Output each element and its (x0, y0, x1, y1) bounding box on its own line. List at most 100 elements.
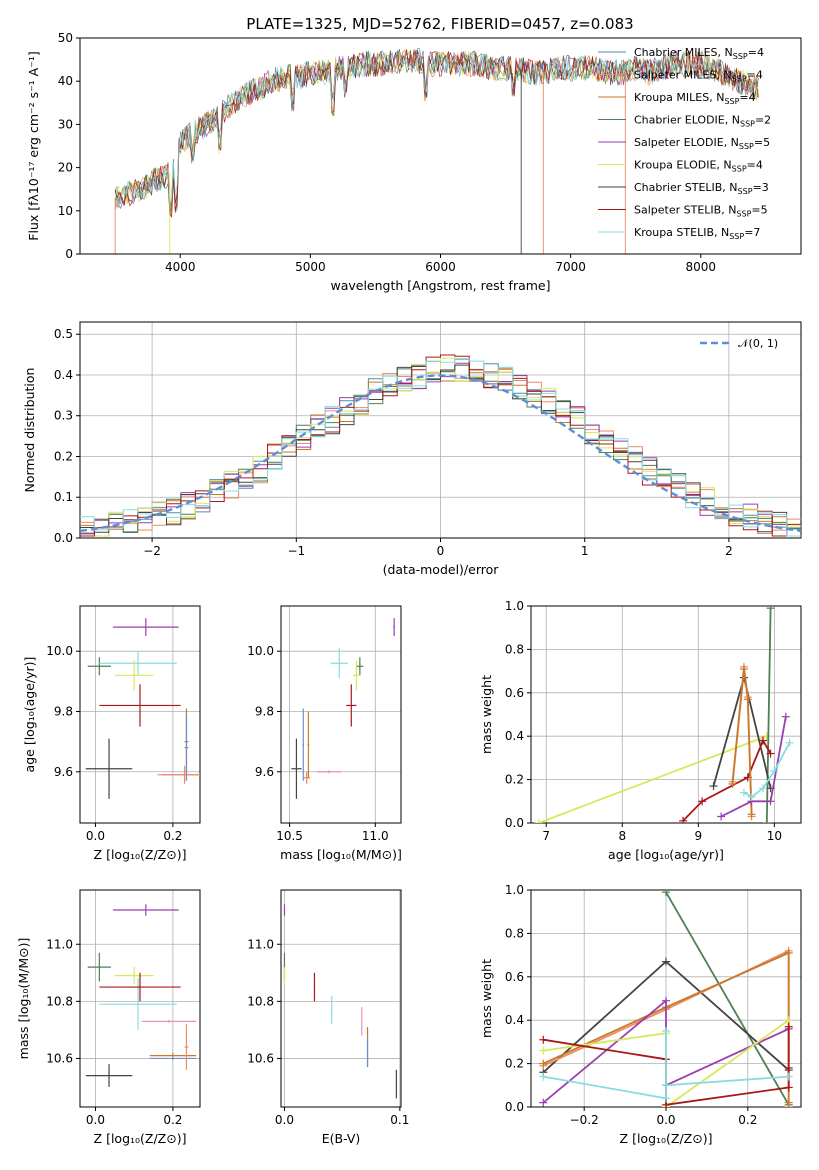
axes-frame (79, 605, 201, 824)
weight_vs_Z-lines (539, 890, 793, 1107)
y-tick-label: 1.0 (505, 883, 524, 897)
y-tick-label: 10 (58, 204, 73, 218)
gaussian-legend-label: 𝒩(0, 1) (738, 337, 778, 350)
y-tick-label: 30 (58, 117, 73, 131)
x-tick-label: 0.0 (656, 1113, 675, 1127)
y-tick-label: 0.4 (505, 1013, 524, 1027)
y-tick-label: 9.8 (255, 704, 274, 718)
y-tick-label: 11.0 (247, 937, 274, 951)
y-tick-label: 0.8 (505, 926, 524, 940)
y-axis-label: Normed distribution (22, 368, 37, 493)
spectrum-lines (114, 47, 759, 254)
spectrum-title: PLATE=1325, MJD=52762, FIBERID=0457, z=0… (246, 15, 633, 33)
x-axis-label: Z [log₁₀(Z/Z⊙)] (620, 1131, 713, 1146)
y-tick-label: 11.0 (46, 937, 73, 951)
axes-frame (530, 605, 802, 824)
age_vs_mass-points (291, 618, 395, 799)
x-tick-label: 8000 (686, 260, 717, 274)
axes-frame (280, 889, 402, 1108)
histogram-step-6 (80, 364, 801, 537)
mass_vs_ebv-panel: 0.0 0.1 10.6 10.8 11.0 E(B-V) (247, 889, 409, 1146)
y-tick-label: 0.4 (505, 729, 524, 743)
y-tick-label: 10.6 (247, 1051, 274, 1065)
x-tick-label: 0.2 (738, 1113, 757, 1127)
legend-label: Chabrier ELODIE, NSSP=2 (634, 114, 771, 129)
y-tick-label: 0.5 (54, 327, 73, 341)
x-tick-label: 0.0 (86, 1113, 105, 1127)
x-tick-label: 0.0 (275, 1113, 294, 1127)
weight_vs_age-lines (534, 606, 794, 823)
y-tick-label: 0.2 (505, 773, 524, 787)
x-tick-label: −2 (143, 544, 161, 558)
x-tick-label: 0.1 (390, 1113, 409, 1127)
weight-line-6 (543, 1026, 790, 1106)
mass_vs_ebv-points (283, 904, 397, 1099)
weight-line-3 (682, 738, 772, 822)
spectrum-series-7 (114, 49, 759, 218)
weight-line-0 (665, 891, 790, 1106)
legend-label: Kroupa STELIB, NSSP=7 (634, 226, 760, 241)
spectrum-series-8 (114, 49, 759, 209)
axes-frame (280, 605, 402, 824)
x-tick-label: 4000 (165, 260, 196, 274)
x-tick-label: 9 (695, 829, 703, 843)
x-axis-label: (data-model)/error (383, 562, 500, 577)
spectrum-legend: Chabrier MILES, NSSP=4 Salpeter MILES, NS… (598, 46, 771, 241)
legend-label: Kroupa MILES, NSSP=4 (634, 91, 756, 106)
y-tick-label: 0.8 (505, 642, 524, 656)
age_vs_Z-points (85, 618, 200, 799)
x-tick-label: 0 (437, 544, 445, 558)
y-tick-label: 20 (58, 161, 73, 175)
histogram-step-7 (80, 354, 801, 537)
y-tick-label: 0.4 (54, 368, 73, 382)
legend-label: Chabrier MILES, NSSP=4 (634, 46, 764, 61)
residuals-panel: −2 −1 0 1 2 0.0 0.1 0.2 0.3 0.4 0.5 (data-model)/er… (22, 321, 802, 577)
spectrum-panel: 4000 5000 6000 7000 8000 0 10 20 30 40 50 wavelengt… (26, 31, 802, 293)
x-axis-label: Z [log₁₀(Z/Z⊙)] (94, 847, 187, 862)
x-tick-label: 10.5 (276, 829, 303, 843)
x-tick-label: 8 (618, 829, 626, 843)
histogram-step-8 (80, 358, 801, 537)
y-tick-label: 0.0 (54, 531, 73, 545)
x-axis-label: wavelength [Angstrom, rest frame] (330, 278, 550, 293)
y-tick-label: 10.8 (247, 994, 274, 1008)
y-tick-label: 0.2 (54, 449, 73, 463)
y-tick-label: 0.6 (505, 686, 524, 700)
x-axis-label: Z [log₁₀(Z/Z⊙)] (94, 1131, 187, 1146)
y-tick-label: 0.0 (505, 1100, 524, 1114)
weight-line-6 (720, 716, 787, 818)
x-tick-label: 0.2 (163, 1113, 182, 1127)
axes-frame (79, 889, 201, 1108)
y-axis-label: mass weight (479, 675, 494, 754)
legend-label: Chabrier STELIB, NSSP=3 (634, 181, 769, 196)
x-tick-label: −0.2 (570, 1113, 599, 1127)
y-tick-label: 40 (58, 74, 73, 88)
y-tick-label: 10.0 (247, 644, 274, 658)
y-tick-label: 10.8 (46, 994, 73, 1008)
y-tick-label: 0.1 (54, 490, 73, 504)
y-tick-label: 9.8 (54, 704, 73, 718)
x-tick-label: 7 (542, 829, 550, 843)
x-tick-label: 5000 (295, 260, 326, 274)
x-tick-label: 1 (581, 544, 589, 558)
histogram-group (80, 354, 801, 537)
weight-line-0 (538, 735, 768, 823)
y-tick-label: 0 (65, 247, 73, 261)
age_vs_Z-panel: 0.0 0.2 9.6 9.8 10.0 Z [log₁₀(Z/Z⊙)] age [log₁… (22, 605, 201, 862)
weight-line-1 (765, 608, 772, 823)
x-tick-label: 6000 (425, 260, 456, 274)
mass_vs_Z-panel: 0.0 0.2 10.6 10.8 11.0 Z [log₁₀(Z/Z⊙)] mass [l… (16, 889, 201, 1146)
x-tick-label: 2 (725, 544, 733, 558)
y-tick-label: 0.0 (505, 816, 524, 830)
weight-line-7 (543, 1031, 789, 1100)
y-tick-label: 10.0 (46, 644, 73, 658)
weight_vs_Z-panel: −0.2 0.0 0.2 0.0 0.2 0.4 0.6 0.8 1.0 Z [log₁₀(Z/Z… (479, 883, 802, 1146)
x-axis-label: E(B-V) (322, 1131, 361, 1146)
x-tick-label: 7000 (555, 260, 586, 274)
y-axis-label: mass weight (479, 959, 494, 1038)
legend-label: Salpeter ELODIE, NSSP=5 (634, 136, 770, 151)
x-tick-label: 10 (767, 829, 782, 843)
y-tick-label: 0.3 (54, 409, 73, 423)
y-tick-label: 0.6 (505, 970, 524, 984)
age_vs_mass-panel: 10.5 11.0 9.6 9.8 10.0 mass [log₁₀(M/M⊙)] (247, 605, 402, 862)
